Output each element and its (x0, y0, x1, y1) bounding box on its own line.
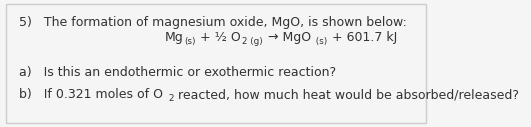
Text: (s): (s) (313, 37, 328, 46)
Text: → MgO: → MgO (264, 31, 311, 44)
Text: (s): (s) (184, 37, 195, 46)
Text: a)   Is this an endothermic or exothermic reaction?: a) Is this an endothermic or exothermic … (19, 66, 336, 79)
Text: 2 (g): 2 (g) (243, 37, 263, 46)
FancyBboxPatch shape (6, 4, 426, 123)
Text: 5)   The formation of magnesium oxide, MgO, is shown below:: 5) The formation of magnesium oxide, MgO… (19, 16, 406, 29)
Text: Mg: Mg (164, 31, 183, 44)
Text: + ½ O: + ½ O (196, 31, 241, 44)
Text: 2: 2 (168, 94, 174, 103)
Text: reacted, how much heat would be absorbed/released?: reacted, how much heat would be absorbed… (174, 88, 519, 101)
Text: b)   If 0.321 moles of O: b) If 0.321 moles of O (19, 88, 162, 101)
Text: + 601.7 kJ: + 601.7 kJ (328, 31, 397, 44)
